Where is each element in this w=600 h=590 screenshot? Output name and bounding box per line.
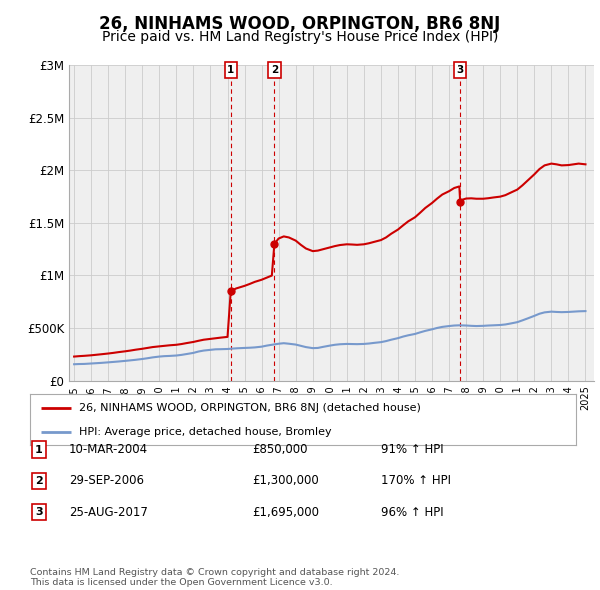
Text: £1,695,000: £1,695,000: [252, 506, 319, 519]
Text: £850,000: £850,000: [252, 443, 308, 456]
Text: 170% ↑ HPI: 170% ↑ HPI: [381, 474, 451, 487]
Text: 2: 2: [271, 65, 278, 75]
Text: 3: 3: [35, 507, 43, 517]
Text: 2: 2: [35, 476, 43, 486]
Text: HPI: Average price, detached house, Bromley: HPI: Average price, detached house, Brom…: [79, 428, 332, 437]
Text: 91% ↑ HPI: 91% ↑ HPI: [381, 443, 443, 456]
Text: Price paid vs. HM Land Registry's House Price Index (HPI): Price paid vs. HM Land Registry's House …: [102, 30, 498, 44]
Text: 25-AUG-2017: 25-AUG-2017: [69, 506, 148, 519]
Text: 10-MAR-2004: 10-MAR-2004: [69, 443, 148, 456]
Text: 1: 1: [227, 65, 235, 75]
Text: 29-SEP-2006: 29-SEP-2006: [69, 474, 144, 487]
Text: £1,300,000: £1,300,000: [252, 474, 319, 487]
Text: 26, NINHAMS WOOD, ORPINGTON, BR6 8NJ: 26, NINHAMS WOOD, ORPINGTON, BR6 8NJ: [100, 15, 500, 33]
Text: 1: 1: [35, 445, 43, 454]
Text: 96% ↑ HPI: 96% ↑ HPI: [381, 506, 443, 519]
Text: 3: 3: [457, 65, 464, 75]
Text: Contains HM Land Registry data © Crown copyright and database right 2024.
This d: Contains HM Land Registry data © Crown c…: [30, 568, 400, 587]
Text: 26, NINHAMS WOOD, ORPINGTON, BR6 8NJ (detached house): 26, NINHAMS WOOD, ORPINGTON, BR6 8NJ (de…: [79, 403, 421, 413]
